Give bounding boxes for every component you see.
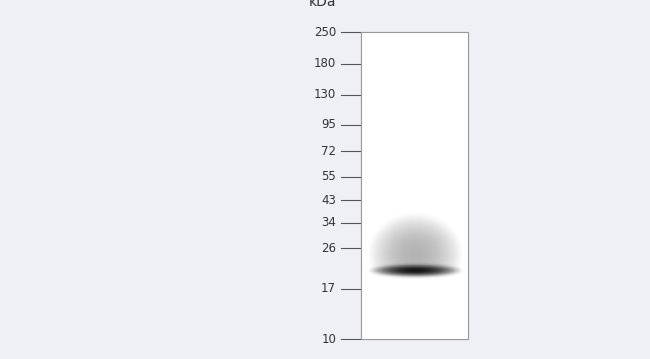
Text: 43: 43 <box>321 194 336 207</box>
Bar <box>361 32 468 339</box>
Text: 34: 34 <box>321 216 336 229</box>
Text: 26: 26 <box>321 242 336 255</box>
Text: 10: 10 <box>321 333 336 346</box>
Bar <box>361 32 468 339</box>
Text: 130: 130 <box>314 88 336 101</box>
Text: 17: 17 <box>321 282 336 295</box>
Text: 250: 250 <box>314 26 336 39</box>
Text: 180: 180 <box>314 57 336 70</box>
Text: 72: 72 <box>321 145 336 158</box>
Text: 95: 95 <box>321 118 336 131</box>
Text: 55: 55 <box>321 170 336 183</box>
Text: kDa: kDa <box>309 0 336 9</box>
